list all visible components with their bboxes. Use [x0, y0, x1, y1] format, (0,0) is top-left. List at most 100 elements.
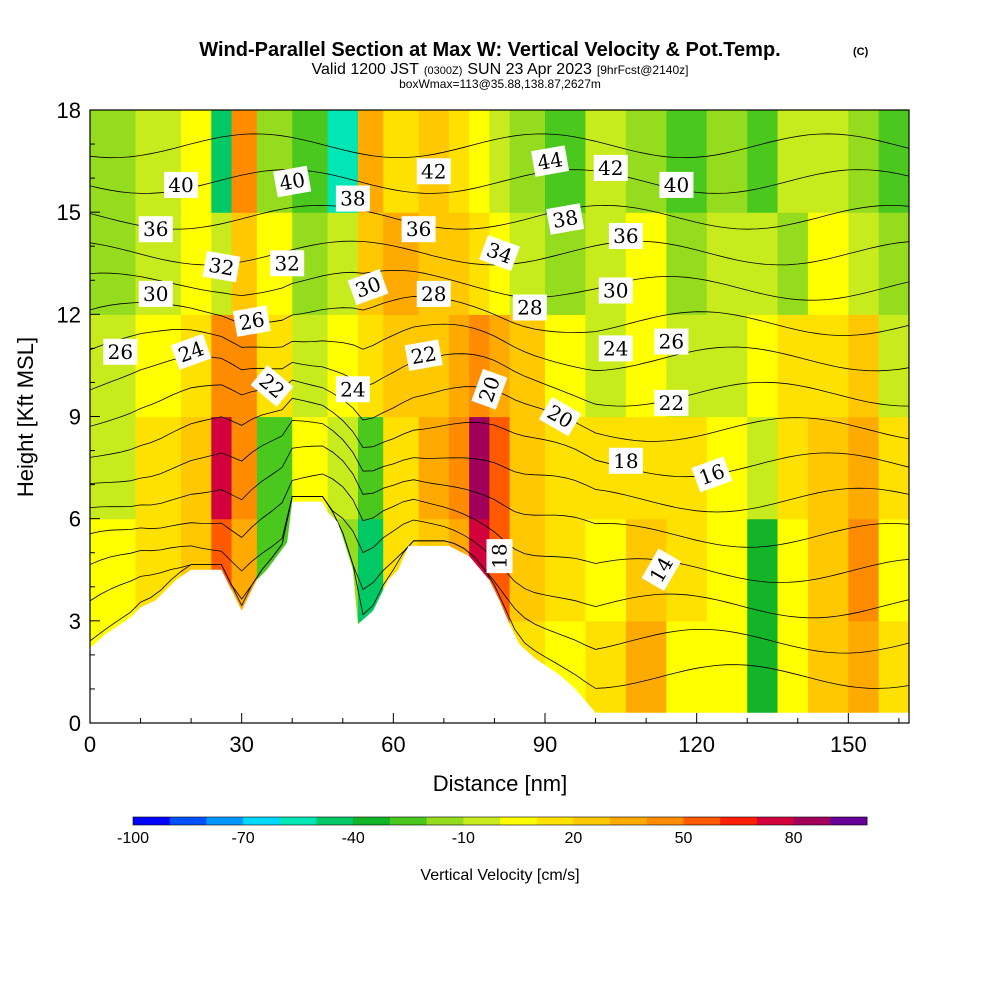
contour-label: 18 [608, 447, 643, 474]
velocity-cell [807, 416, 849, 520]
contour-label-text: 30 [143, 282, 168, 306]
velocity-cell [489, 110, 511, 213]
velocity-cell [878, 110, 909, 213]
velocity-cell [509, 416, 546, 520]
velocity-cell [878, 518, 909, 622]
velocity-cell [292, 110, 329, 213]
velocity-cell [90, 110, 137, 213]
x-axis: 0 30 60 90 120 150 [84, 713, 900, 757]
velocity-cell [256, 416, 293, 520]
colorbar-tick-label: -70 [232, 830, 255, 847]
velocity-cell [807, 314, 849, 418]
colorbar-swatch [793, 817, 831, 825]
contour-label-text: 40 [278, 167, 307, 195]
theta-contour-line [90, 323, 909, 372]
colorbar-swatch [389, 817, 427, 825]
x-tick-label: 150 [830, 732, 867, 757]
colorbar-tick-label: 50 [675, 830, 693, 847]
contour-label: 40 [164, 171, 198, 198]
colorbar-swatch [133, 817, 171, 825]
contour-label: 22 [404, 339, 443, 371]
forecast-info: [9hrFcst@2140z] [597, 63, 689, 77]
velocity-cell [211, 314, 233, 418]
copyright-mark: (C) [853, 46, 869, 58]
contour-label-text: 36 [613, 224, 638, 248]
colorbar-tick-label: -100 [117, 830, 149, 847]
velocity-cell [878, 212, 909, 315]
x-tick-label: 120 [678, 732, 715, 757]
y-tick-label: 18 [57, 98, 81, 123]
x-tick-label: 30 [229, 732, 253, 757]
x-tick-label: 90 [533, 732, 557, 757]
y-tick-label: 3 [69, 609, 81, 634]
velocity-cell [777, 416, 809, 520]
valid-utc: (0300Z) [424, 65, 463, 77]
velocity-cell [878, 416, 909, 520]
velocity-cell [848, 110, 880, 213]
contour-label: 42 [416, 158, 451, 185]
contour-label: 24 [598, 335, 633, 362]
chart-title: Wind-Parallel Section at Max W: Vertical… [199, 39, 868, 91]
velocity-cell [448, 416, 470, 520]
velocity-cell [706, 314, 748, 418]
contour-label-text: 36 [406, 217, 431, 241]
velocity-cell [848, 212, 880, 315]
theta-contour-line [90, 420, 909, 513]
contour-label-text: 42 [598, 156, 623, 180]
velocity-cell [90, 212, 137, 315]
colorbar-tick-label: 80 [785, 830, 803, 847]
contour-label: 26 [232, 305, 271, 337]
colorbar-swatch [463, 817, 501, 825]
velocity-cell [807, 110, 849, 213]
colorbar-swatch [353, 817, 391, 825]
velocity-cell [90, 416, 137, 520]
contour-label: 40 [659, 171, 694, 198]
velocity-cell [585, 518, 627, 622]
contour-label: 26 [654, 328, 689, 355]
colorbar-swatch [573, 817, 611, 825]
contour-label-text: 24 [340, 377, 365, 401]
velocity-cell [666, 212, 708, 315]
contour-label: 36 [401, 216, 436, 243]
theta-contour-line [90, 397, 909, 478]
colorbar-swatch [206, 817, 244, 825]
y-tick-label: 12 [57, 302, 81, 327]
contour-label-text: 40 [664, 173, 689, 197]
valid-time-line: Valid 1200 JST (0300Z) SUN 23 Apr 2023 [9hr… [312, 61, 689, 78]
velocity-cell [706, 518, 748, 622]
colorbar-swatch [720, 817, 758, 825]
contour-label: 38 [546, 203, 585, 235]
contour-label-text: 26 [237, 307, 266, 335]
velocity-cell [327, 212, 359, 315]
velocity-cell [231, 110, 258, 213]
contour-label: 36 [608, 223, 643, 250]
contour-label: 26 [103, 338, 138, 365]
contour-label-text: 44 [535, 147, 564, 175]
colorbar-tick-label: -40 [342, 830, 365, 847]
contour-label: 40 [273, 165, 312, 198]
contour-label-text: 40 [168, 173, 193, 197]
colorbar-swatch [169, 817, 207, 825]
velocity-cell [777, 518, 809, 622]
contour-label: 28 [512, 294, 547, 321]
contour-label-text: 32 [274, 251, 299, 275]
velocity-cell [878, 314, 909, 418]
velocity-cell [848, 416, 880, 520]
contour-label: 30 [598, 277, 633, 304]
contour-label-text: 30 [603, 278, 628, 302]
contour-label-text: 32 [207, 253, 236, 281]
theta-contour-line [90, 473, 909, 583]
velocity-cell [777, 314, 809, 418]
velocity-cell [383, 110, 420, 213]
colorbar-tick-label: -10 [452, 830, 475, 847]
velocity-cell [231, 416, 258, 520]
y-tick-label: 9 [69, 405, 81, 430]
velocity-cell [807, 518, 849, 622]
velocity-cell [747, 314, 779, 418]
colorbar-swatch [756, 817, 794, 825]
velocity-cell [181, 416, 212, 520]
theta-contour-line [90, 204, 909, 230]
velocity-cell [469, 416, 490, 520]
theta-contour-line [90, 445, 909, 548]
